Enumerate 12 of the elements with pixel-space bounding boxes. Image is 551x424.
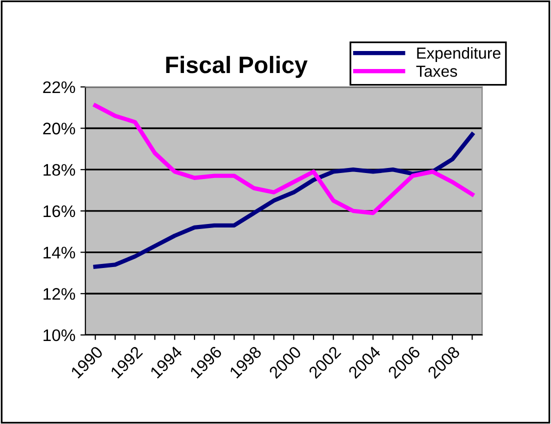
y-tick-label: 10% bbox=[44, 329, 76, 342]
y-tick-label: 18% bbox=[44, 164, 76, 176]
legend-label: Taxes bbox=[416, 66, 458, 77]
y-tick-label: 16% bbox=[44, 205, 76, 218]
legend-label: Expenditure bbox=[417, 47, 500, 62]
y-tick-label: 14% bbox=[44, 246, 76, 258]
line-series bbox=[93, 132, 474, 269]
y-tick-label: 22% bbox=[43, 81, 76, 94]
y-tick-label: 20% bbox=[43, 122, 76, 134]
line-series bbox=[93, 103, 474, 216]
y-tick-label: 12% bbox=[44, 288, 76, 300]
chart-title: Fiscal Policy bbox=[166, 56, 308, 78]
